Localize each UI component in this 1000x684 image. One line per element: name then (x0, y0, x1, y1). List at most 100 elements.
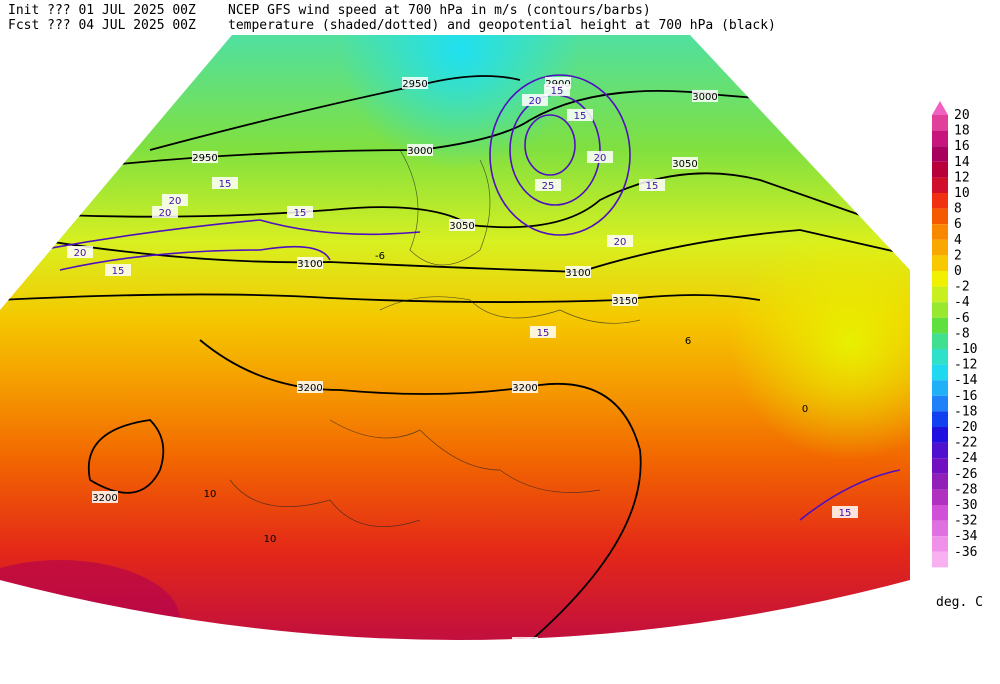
colorbar-label: -18 (954, 404, 977, 419)
height-label: 3200 (512, 383, 537, 394)
height-label: 3000 (692, 92, 717, 103)
colorbar-box (932, 473, 948, 490)
colorbar-label: 18 (954, 124, 970, 139)
label-bg (565, 266, 591, 278)
colorbar-label: -16 (954, 389, 977, 404)
colorbar-box (932, 255, 948, 271)
height-label: 3100 (565, 268, 590, 279)
wind-label: 15 (839, 508, 852, 519)
temp-label: 10 (204, 489, 217, 500)
colorbar-box (932, 380, 948, 396)
colorbar-box (932, 349, 948, 365)
colorbar-box (932, 520, 948, 537)
height-label: 3200 (92, 493, 117, 504)
label-bg (92, 491, 118, 503)
wind-label: 15 (646, 181, 659, 192)
colorbar-box (932, 208, 948, 225)
label-bg (287, 206, 313, 218)
colorbar-label: -30 (954, 498, 977, 513)
colorbar-box (932, 302, 948, 318)
colorbar-arrow (932, 101, 948, 115)
label-bg (212, 177, 238, 189)
colorbar-label: -2 (954, 280, 970, 295)
colorbar-label: 16 (954, 139, 970, 154)
colorbar-label: 6 (954, 217, 962, 232)
colorbar-label: -10 (954, 342, 977, 357)
label-bg (692, 90, 718, 102)
init-text: Init ??? 01 JUL 2025 00Z (8, 3, 196, 18)
wind-label: 20 (594, 153, 607, 164)
colorbar-box (932, 193, 948, 209)
wind-label: 25 (542, 181, 555, 192)
wind-label: 15 (537, 328, 550, 339)
colorbar-box (932, 442, 948, 459)
colorbar-label: -26 (954, 467, 977, 482)
colorbar-label: 10 (954, 186, 970, 201)
colorbar-box (932, 536, 948, 552)
colorbar-label: -36 (954, 545, 977, 560)
height-label: 3100 (297, 259, 322, 270)
height-label: 3000 (407, 146, 432, 157)
colorbar-label: 2 (954, 248, 962, 263)
wind-label: 15 (574, 111, 587, 122)
temp-label: 10 (264, 534, 277, 545)
colorbar-label: -22 (954, 436, 977, 451)
map: 2950 2950 3000 3000 3050 3050 3100 3100 3150 3200… (0, 35, 910, 650)
unit-label: deg. C (936, 595, 983, 610)
colorbar-box (932, 286, 948, 303)
label-bg (407, 144, 433, 156)
colorbar: 20181614121086420-2-4-6-8-10-12-14-16-18… (932, 101, 978, 568)
colorbar-box (932, 489, 948, 505)
wind-label: 15 (551, 86, 564, 97)
wind-label: 20 (614, 237, 627, 248)
label-bg (522, 94, 548, 106)
label-bg (672, 157, 698, 169)
colorbar-box (932, 161, 948, 178)
colorbar-label: 4 (954, 233, 962, 248)
label-bg (192, 151, 218, 163)
label-bg (512, 381, 538, 393)
wind-label: 15 (112, 266, 125, 277)
label-bg (297, 381, 323, 393)
wind-label: 20 (529, 96, 542, 107)
wind-label: 20 (74, 248, 87, 259)
colorbar-box (932, 333, 948, 349)
colorbar-label: -4 (954, 295, 970, 310)
colorbar-label: 8 (954, 202, 962, 217)
temp-label: -6 (375, 251, 385, 262)
colorbar-label: -34 (954, 529, 978, 544)
label-bg (105, 264, 131, 276)
height-label: 3050 (672, 159, 697, 170)
wind-label: 20 (169, 196, 182, 207)
wind-label: 20 (159, 208, 172, 219)
colorbar-label: -24 (954, 451, 978, 466)
colorbar-label: -8 (954, 326, 970, 341)
colorbar-label: 20 (954, 108, 970, 123)
height-label: 3200 (512, 639, 537, 650)
colorbar-label: -12 (954, 358, 977, 373)
label-bg (297, 257, 323, 269)
wind-label: 15 (294, 208, 307, 219)
colorbar-label: -28 (954, 482, 977, 497)
colorbar-box (932, 146, 948, 162)
label-bg (639, 179, 665, 191)
label-bg (567, 109, 593, 121)
title-line-2: temperature (shaded/dotted) and geopoten… (228, 18, 776, 33)
temp-label: 6 (685, 336, 691, 347)
colorbar-box (932, 364, 948, 381)
label-bg (152, 206, 178, 218)
colorbar-box (932, 130, 948, 147)
colorbar-box (932, 177, 948, 193)
colorbar-box (932, 551, 948, 568)
label-bg (512, 637, 538, 640)
colorbar-label: -32 (954, 514, 977, 529)
colorbar-box (932, 395, 948, 412)
height-label: 2950 (192, 153, 217, 164)
title-line-1: NCEP GFS wind speed at 700 hPa in m/s (c… (228, 3, 651, 18)
colorbar-box (932, 411, 948, 427)
colorbar-label: 0 (954, 264, 962, 279)
wind-label: 15 (219, 179, 232, 190)
height-label: 2950 (402, 79, 427, 90)
height-label: 3150 (612, 296, 637, 307)
